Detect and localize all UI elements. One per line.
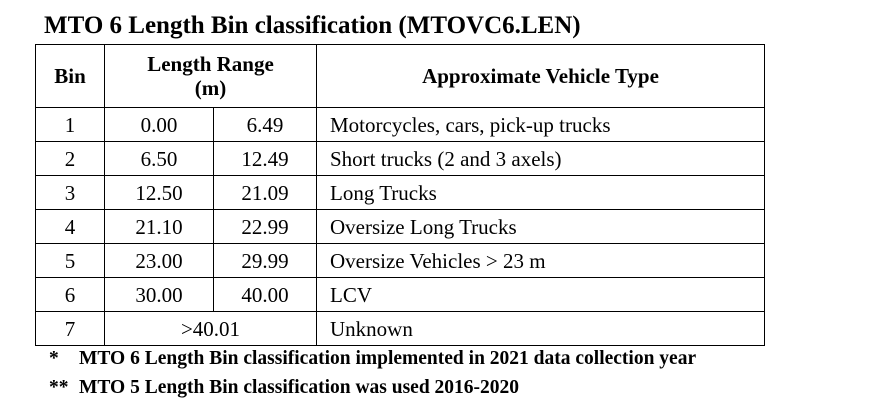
bin-cell: 3	[35, 175, 105, 210]
bin-cell: 7	[35, 311, 105, 346]
bin-cell: 5	[35, 243, 105, 278]
page-title: MTO 6 Length Bin classification (MTOVC6.…	[44, 12, 581, 39]
table-row: 6 30.00 40.00 LCV	[35, 277, 765, 312]
max-length-cell: 12.49	[213, 141, 317, 176]
vehicle-type-cell: Oversize Long Trucks	[316, 209, 765, 244]
table-row: 4 21.10 22.99 Oversize Long Trucks	[35, 209, 765, 244]
table-row: 3 12.50 21.09 Long Trucks	[35, 175, 765, 210]
min-length-cell: 6.50	[104, 141, 214, 176]
max-length-cell: 40.00	[213, 277, 317, 312]
footnotes: * MTO 6 Length Bin classification impleme…	[49, 344, 696, 402]
vehicle-type-cell: Unknown	[316, 311, 765, 346]
header-length-range-unit: (m)	[194, 76, 227, 100]
footnote-marker: **	[49, 377, 69, 398]
max-length-cell: 6.49	[213, 107, 317, 142]
vehicle-type-cell: LCV	[316, 277, 765, 312]
table-row: 2 6.50 12.49 Short trucks (2 and 3 axels…	[35, 141, 765, 176]
footnote: ** MTO 5 Length Bin classification was us…	[49, 373, 696, 402]
max-length-cell: 22.99	[213, 209, 317, 244]
bin-cell: 2	[35, 141, 105, 176]
footnote: * MTO 6 Length Bin classification impleme…	[49, 344, 696, 373]
header-length-range: Length Range (m)	[104, 44, 317, 108]
table-row: 1 0.00 6.49 Motorcycles, cars, pick-up t…	[35, 107, 765, 142]
length-bin-table: Bin Length Range (m) Approximate Vehicle…	[35, 44, 765, 346]
table-header-row: Bin Length Range (m) Approximate Vehicle…	[35, 44, 765, 108]
bin-cell: 1	[35, 107, 105, 142]
header-bin: Bin	[35, 44, 105, 108]
footnote-marker: *	[49, 348, 59, 369]
length-range-cell: >40.01	[104, 311, 317, 346]
bin-cell: 4	[35, 209, 105, 244]
header-length-range-line1: Length Range	[147, 52, 274, 76]
bin-cell: 6	[35, 277, 105, 312]
footnote-text: MTO 6 Length Bin classification implemen…	[79, 348, 697, 369]
header-vehicle-type: Approximate Vehicle Type	[316, 44, 765, 108]
min-length-cell: 23.00	[104, 243, 214, 278]
vehicle-type-cell: Oversize Vehicles > 23 m	[316, 243, 765, 278]
min-length-cell: 0.00	[104, 107, 214, 142]
max-length-cell: 29.99	[213, 243, 317, 278]
max-length-cell: 21.09	[213, 175, 317, 210]
min-length-cell: 30.00	[104, 277, 214, 312]
footnote-text: MTO 5 Length Bin classification was used…	[79, 377, 520, 398]
min-length-cell: 21.10	[104, 209, 214, 244]
vehicle-type-cell: Motorcycles, cars, pick-up trucks	[316, 107, 765, 142]
min-length-cell: 12.50	[104, 175, 214, 210]
table-row: 7 >40.01 Unknown	[35, 311, 765, 346]
vehicle-type-cell: Long Trucks	[316, 175, 765, 210]
vehicle-type-cell: Short trucks (2 and 3 axels)	[316, 141, 765, 176]
table-row: 5 23.00 29.99 Oversize Vehicles > 23 m	[35, 243, 765, 278]
